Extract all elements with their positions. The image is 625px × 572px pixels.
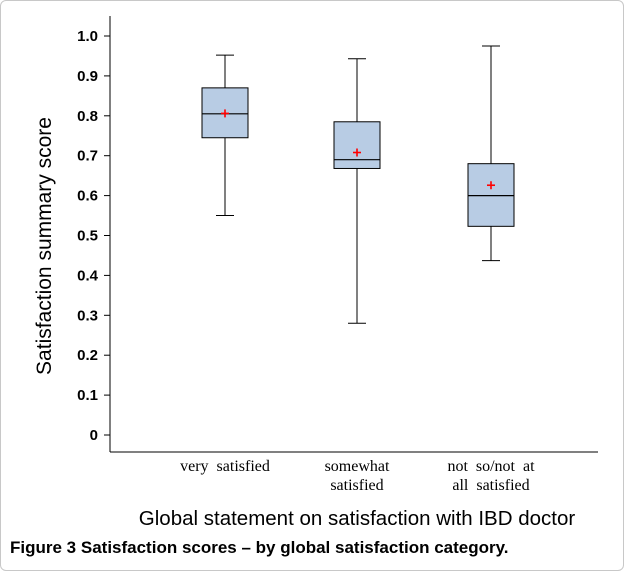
caption-label: Figure 3 [10,538,77,557]
caption-title: Satisfaction scores – by global satisfac… [80,538,509,557]
axes [104,16,598,453]
box-2 [333,58,381,324]
y-tick-label: 0.6 [77,188,98,205]
category-label: not so/not at [447,458,535,475]
y-tick-label: 0.5 [77,228,98,245]
iqr-box [333,121,381,169]
category-label: all satisfied [452,477,529,494]
labels: 0 0.1 0.2 0.3 0.4 0.5 0.6 0.7 0.8 0.9 1.0 very sati… [33,28,575,530]
y-tick-label: 0.3 [77,307,98,324]
y-tick-label: 0 [90,427,98,444]
box-1 [201,54,249,217]
y-tick-label: 0.1 [77,387,98,404]
figure-caption: Figure 3 Satisfaction scores – by global… [10,538,620,558]
y-axis-title: Satisfaction summary score [33,117,56,375]
y-tick-label: 0.2 [77,347,98,364]
y-tick-label: 1.0 [77,28,98,45]
y-tick-label: 0.7 [77,148,98,165]
category-label: very satisfied [180,458,270,475]
x-axis-title: Global statement on satisfaction with IB… [139,507,576,530]
box-3 [467,45,515,262]
category-label: satisfied [330,477,383,494]
y-tick-label: 0.9 [77,68,98,85]
category-label: somewhat [325,458,390,475]
y-tick-label: 0.4 [77,267,99,284]
boxes [201,45,515,324]
y-tick-label: 0.8 [77,108,98,125]
